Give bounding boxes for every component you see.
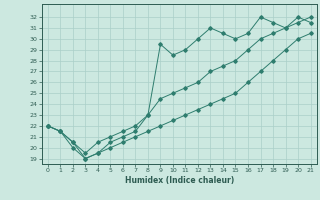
X-axis label: Humidex (Indice chaleur): Humidex (Indice chaleur) [124, 176, 234, 185]
